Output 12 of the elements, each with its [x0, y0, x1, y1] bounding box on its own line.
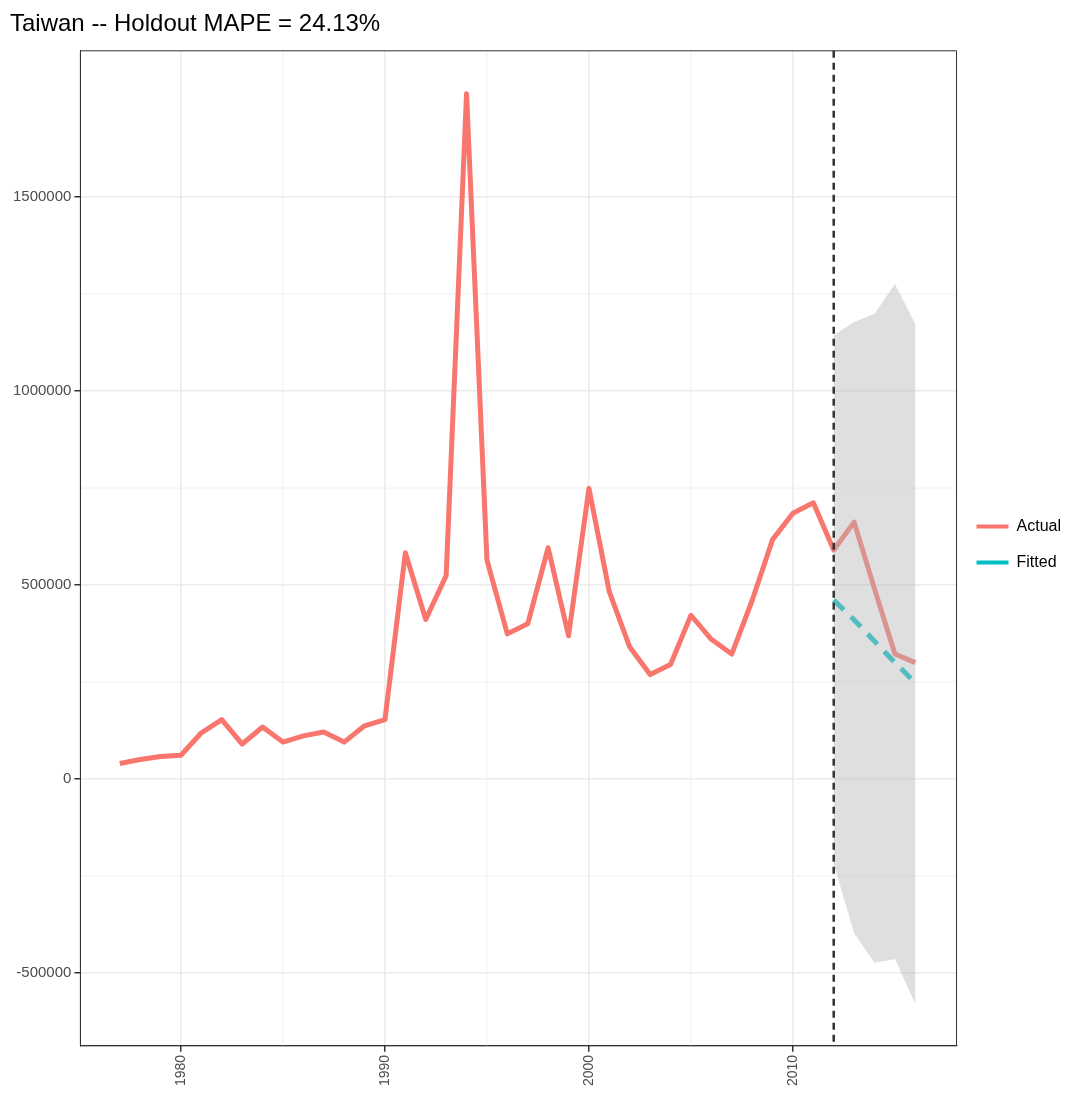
x-tick-label: 2010 — [783, 1054, 800, 1087]
x-tick-label: 1980 — [171, 1054, 188, 1087]
legend-label: Fitted — [1016, 552, 1057, 570]
x-tick-label: 2000 — [579, 1054, 596, 1087]
y-tick-label: -500000 — [16, 963, 72, 981]
y-tick-label: 500000 — [21, 575, 72, 593]
legend-label: Actual — [1016, 516, 1061, 534]
y-tick-label: 1000000 — [12, 381, 72, 399]
y-tick-label: 1500000 — [12, 187, 72, 205]
y-tick-label: 0 — [63, 769, 72, 787]
chart-title: Taiwan -- Holdout MAPE = 24.13% — [10, 9, 381, 37]
x-tick-label: 1990 — [375, 1054, 392, 1087]
